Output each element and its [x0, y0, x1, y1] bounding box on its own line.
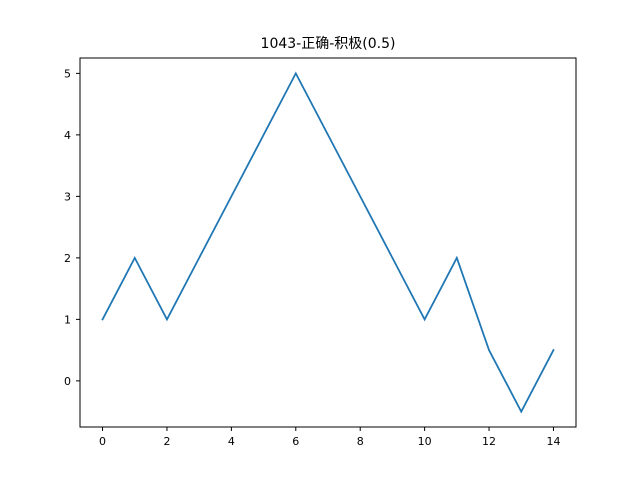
x-tick-label: 2	[163, 435, 170, 448]
x-tick-label: 6	[292, 435, 299, 448]
plot-frame	[79, 57, 577, 428]
series-lines	[101, 71, 555, 414]
axes	[79, 57, 577, 428]
y-tick-label: 1	[64, 313, 71, 326]
x-tick-label: 4	[228, 435, 235, 448]
y-tick-label: 4	[64, 129, 71, 142]
x-tick-label: 0	[99, 435, 106, 448]
series-line-0	[101, 71, 555, 414]
x-tick-label: 8	[357, 435, 364, 448]
y-tick-label: 3	[64, 190, 71, 203]
y-tick-label: 0	[64, 375, 71, 388]
chart-title: 1043-正确-积极(0.5)	[261, 36, 396, 52]
x-tick-label: 12	[482, 435, 496, 448]
x-tick-label: 14	[546, 435, 560, 448]
y-tick-label: 5	[64, 67, 71, 80]
y-tick-label: 2	[64, 252, 71, 265]
x-tick-label: 10	[418, 435, 432, 448]
